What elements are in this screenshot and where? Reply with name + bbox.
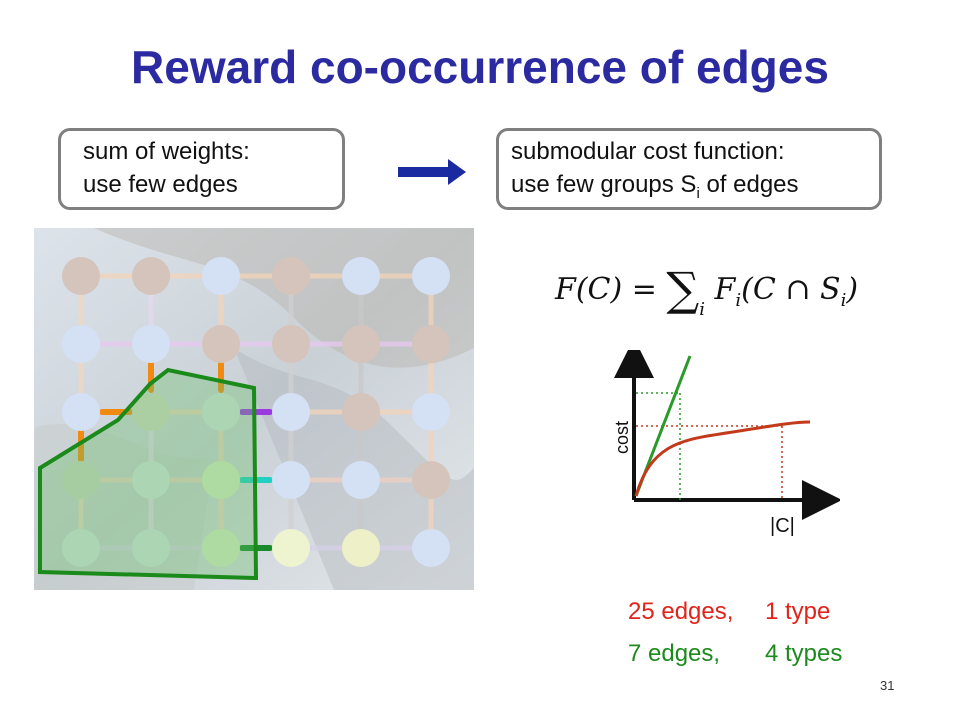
formula-rhs-close: ) bbox=[846, 272, 859, 307]
right-box-line2-suffix: of edges bbox=[699, 171, 799, 198]
y-axis-label: cost bbox=[612, 421, 632, 454]
stat-green-edges: 7 edges, bbox=[628, 640, 721, 667]
page-number: 31 bbox=[880, 678, 895, 693]
right-box-line2-prefix: use few groups S bbox=[511, 171, 697, 198]
stat-red-types: 1 type bbox=[765, 598, 831, 625]
right-arrow-icon bbox=[398, 159, 466, 185]
cost-formula: F(C) = ∑i Fi(C ∩ Si) bbox=[555, 262, 895, 324]
stat-green-types: 4 types bbox=[765, 640, 843, 667]
right-box-line2-sub: i bbox=[696, 184, 700, 202]
left-box-line2: use few edges bbox=[83, 171, 238, 198]
formula-rhs-sub: i bbox=[735, 290, 742, 311]
formula-rhs-arg-sub: i bbox=[840, 290, 847, 311]
formula-rhs: F bbox=[714, 272, 736, 307]
cost-curve-plot: cost |C| bbox=[612, 350, 840, 537]
left-box-line1: sum of weights: bbox=[83, 138, 250, 165]
grid-graph-image bbox=[34, 228, 474, 590]
graph-cut-illustration bbox=[34, 228, 474, 590]
right-box-line1: submodular cost function: bbox=[511, 138, 785, 165]
sum-of-weights-box: sum of weights: use few edges bbox=[58, 128, 345, 210]
formula-lhs: F(C) = bbox=[555, 272, 667, 307]
submodular-cost-box: submodular cost function: use few groups… bbox=[496, 128, 882, 210]
segment-region bbox=[38, 367, 259, 581]
formula-sum-symbol: ∑ bbox=[666, 262, 700, 316]
stat-red-edges: 25 edges, bbox=[628, 598, 734, 625]
submodular-cost-curve bbox=[634, 420, 811, 497]
slide-title: Reward co-occurrence of edges bbox=[131, 41, 829, 93]
right-box-line2: use few groups Si of edges bbox=[511, 168, 879, 210]
formula-rhs-arg: (C ∩ S bbox=[741, 272, 841, 307]
x-axis-label: |C| bbox=[770, 515, 795, 537]
formula-sum-index: i bbox=[699, 299, 705, 320]
